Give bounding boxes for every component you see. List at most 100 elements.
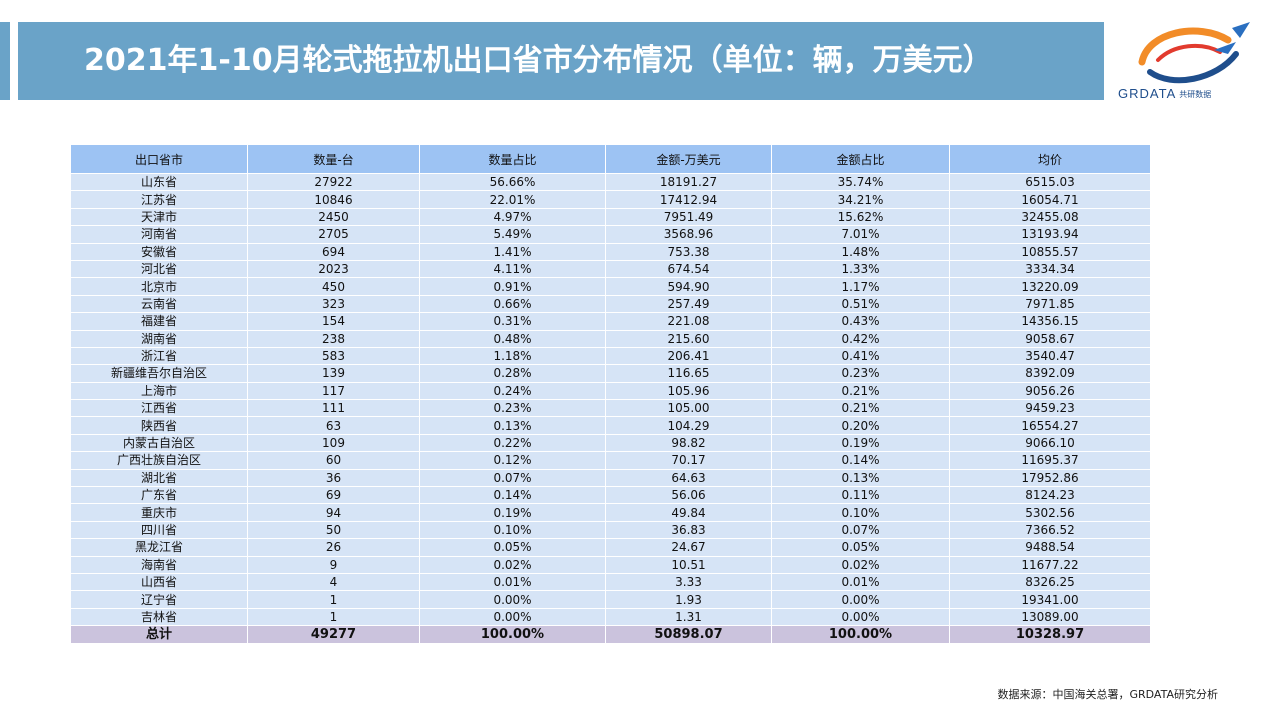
table-row: 陕西省 63 0.13% 104.29 0.20% 16554.27 — [70, 416, 1151, 435]
table-cell: 北京市 — [70, 277, 248, 296]
table-cell: 27922 — [247, 172, 420, 192]
table-row: 山东省 27922 56.66% 18191.27 35.74% 6515.03 — [70, 172, 1151, 192]
table-cell: 0.51% — [771, 294, 950, 314]
table-row: 浙江省 583 1.18% 206.41 0.41% 3540.47 — [70, 346, 1151, 366]
table-cell: 105.00 — [605, 399, 772, 418]
table-row: 海南省 9 0.02% 10.51 0.02% 11677.22 — [70, 555, 1151, 574]
table-cell: 8124.23 — [949, 486, 1151, 505]
table-cell: 广东省 — [70, 486, 248, 505]
table-cell: 50 — [247, 520, 420, 540]
table-row: 广西壮族自治区 60 0.12% 70.17 0.14% 11695.37 — [70, 451, 1151, 470]
table-row: 内蒙古自治区 109 0.22% 98.82 0.19% 9066.10 — [70, 433, 1151, 453]
table-cell: 221.08 — [605, 312, 772, 331]
table-cell: 16054.71 — [949, 190, 1151, 209]
table-cell: 4.11% — [419, 259, 606, 279]
column-header: 数量-台 — [247, 144, 420, 174]
table-cell: 0.00% — [419, 590, 606, 609]
table-cell: 0.43% — [771, 312, 950, 331]
table-cell: 2023 — [247, 259, 420, 279]
table-cell: 云南省 — [70, 294, 248, 314]
total-cell: 100.00% — [771, 625, 950, 645]
table-cell: 0.02% — [419, 555, 606, 574]
table-cell: 0.13% — [419, 416, 606, 435]
table-cell: 0.12% — [419, 451, 606, 470]
table-cell: 4 — [247, 572, 420, 592]
table-row: 辽宁省 1 0.00% 1.93 0.00% 19341.00 — [70, 590, 1151, 609]
table-cell: 1.41% — [419, 242, 606, 261]
table-cell: 32455.08 — [949, 207, 1151, 227]
table-row: 云南省 323 0.66% 257.49 0.51% 7971.85 — [70, 294, 1151, 314]
table-cell: 35.74% — [771, 172, 950, 192]
table-cell: 9058.67 — [949, 329, 1151, 348]
table-row: 黑龙江省 26 0.05% 24.67 0.05% 9488.54 — [70, 538, 1151, 557]
table-cell: 海南省 — [70, 555, 248, 574]
table-cell: 70.17 — [605, 451, 772, 470]
table-cell: 0.48% — [419, 329, 606, 348]
table-cell: 山西省 — [70, 572, 248, 592]
table-cell: 1.17% — [771, 277, 950, 296]
table-cell: 3540.47 — [949, 346, 1151, 366]
table-cell: 广西壮族自治区 — [70, 451, 248, 470]
table-cell: 64.63 — [605, 468, 772, 488]
table-cell: 2450 — [247, 207, 420, 227]
table-cell: 江西省 — [70, 399, 248, 418]
table-cell: 18191.27 — [605, 172, 772, 192]
table-cell: 1.93 — [605, 590, 772, 609]
table-cell: 109 — [247, 433, 420, 453]
total-cell: 100.00% — [419, 625, 606, 645]
table-cell: 0.05% — [419, 538, 606, 557]
table-row: 湖北省 36 0.07% 64.63 0.13% 17952.86 — [70, 468, 1151, 488]
table-cell: 3.33 — [605, 572, 772, 592]
table-cell: 0.01% — [771, 572, 950, 592]
table-cell: 0.21% — [771, 399, 950, 418]
table-cell: 450 — [247, 277, 420, 296]
table-cell: 1.33% — [771, 259, 950, 279]
export-table: 出口省市 数量-台 数量占比 金额-万美元 金额占比 均价 山东省 27922 56.66% 1… — [70, 144, 1151, 645]
column-header: 数量占比 — [419, 144, 606, 174]
table-cell: 0.24% — [419, 381, 606, 401]
logo-text-cn: 共研数据 — [1179, 90, 1212, 100]
table-cell: 1.31 — [605, 607, 772, 627]
table-cell: 111 — [247, 399, 420, 418]
table-cell: 56.66% — [419, 172, 606, 192]
table-cell: 0.23% — [419, 399, 606, 418]
table-cell: 2705 — [247, 225, 420, 244]
table-cell: 湖南省 — [70, 329, 248, 348]
table-cell: 0.19% — [419, 503, 606, 522]
table-cell: 1 — [247, 590, 420, 609]
table-cell: 0.10% — [419, 520, 606, 540]
table-cell: 7971.85 — [949, 294, 1151, 314]
table-cell: 26 — [247, 538, 420, 557]
table-row: 天津市 2450 4.97% 7951.49 15.62% 32455.08 — [70, 207, 1151, 227]
table-row: 山西省 4 0.01% 3.33 0.01% 8326.25 — [70, 572, 1151, 592]
table-cell: 0.02% — [771, 555, 950, 574]
table-cell: 7.01% — [771, 225, 950, 244]
table-cell: 4.97% — [419, 207, 606, 227]
table-cell: 0.00% — [771, 607, 950, 627]
table-cell: 10855.57 — [949, 242, 1151, 261]
total-cell: 10328.97 — [949, 625, 1151, 645]
table-cell: 13193.94 — [949, 225, 1151, 244]
table-cell: 56.06 — [605, 486, 772, 505]
column-header: 金额占比 — [771, 144, 950, 174]
table-cell: 四川省 — [70, 520, 248, 540]
table-cell: 0.28% — [419, 364, 606, 383]
table-cell: 753.38 — [605, 242, 772, 261]
table-cell: 63 — [247, 416, 420, 435]
table-cell: 陕西省 — [70, 416, 248, 435]
table-cell: 323 — [247, 294, 420, 314]
logo-text-en: GRDATA — [1118, 86, 1177, 101]
table-cell: 215.60 — [605, 329, 772, 348]
column-header: 均价 — [949, 144, 1151, 174]
table-cell: 0.22% — [419, 433, 606, 453]
table-cell: 10.51 — [605, 555, 772, 574]
table-cell: 154 — [247, 312, 420, 331]
table-cell: 0.07% — [419, 468, 606, 488]
total-cell: 50898.07 — [605, 625, 772, 645]
table-cell: 7951.49 — [605, 207, 772, 227]
table-cell: 浙江省 — [70, 346, 248, 366]
left-accent-bar — [0, 22, 10, 100]
table-cell: 594.90 — [605, 277, 772, 296]
table-cell: 1.18% — [419, 346, 606, 366]
table-cell: 天津市 — [70, 207, 248, 227]
